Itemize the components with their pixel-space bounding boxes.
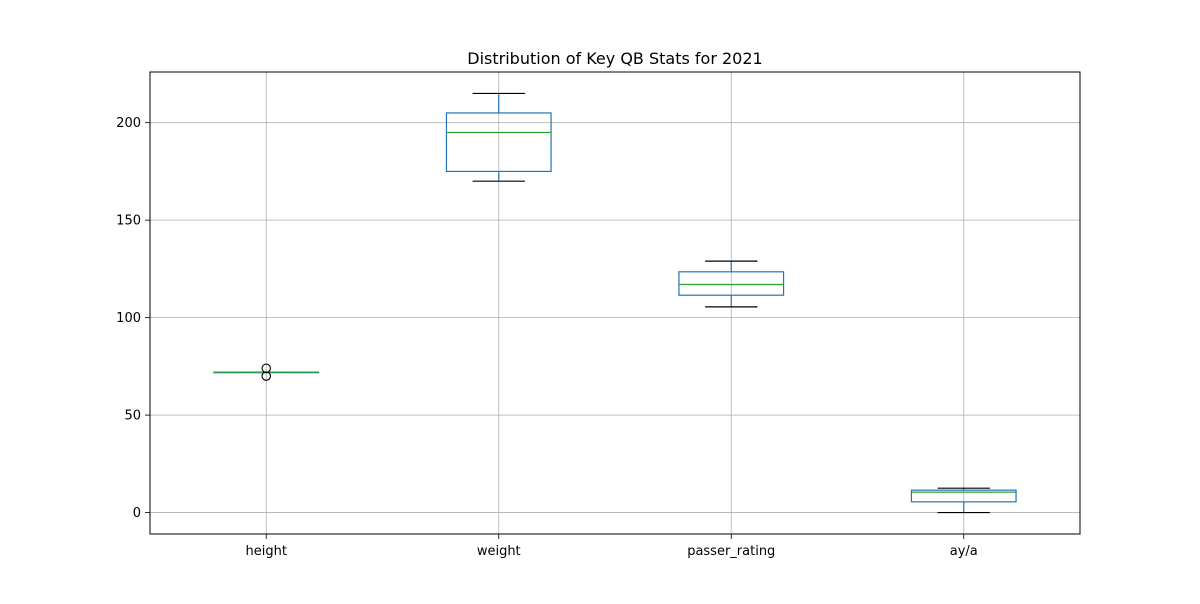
x-tick-label: height bbox=[246, 544, 287, 559]
x-tick-label: weight bbox=[477, 544, 521, 559]
chart-title: Distribution of Key QB Stats for 2021 bbox=[467, 49, 762, 68]
box-iqr bbox=[445, 112, 552, 173]
y-tick-label: 200 bbox=[116, 116, 141, 131]
box-iqr bbox=[678, 271, 785, 296]
outlier-point bbox=[261, 363, 271, 374]
plot-frame bbox=[149, 71, 1081, 535]
box-iqr bbox=[910, 489, 1017, 503]
outlier-point bbox=[261, 371, 271, 381]
y-tick-label: 0 bbox=[133, 506, 141, 521]
x-tick-label: ay/a bbox=[950, 544, 978, 559]
y-tick-label: 100 bbox=[116, 311, 141, 326]
grid-lines bbox=[150, 72, 1080, 534]
y-tick-label: 50 bbox=[124, 409, 141, 424]
box-plots bbox=[213, 92, 1017, 514]
y-tick-label: 150 bbox=[116, 214, 141, 229]
x-tick-label: passer_rating bbox=[687, 544, 775, 559]
axes: 0 50 100 150 200 height weight passer_rating ay/… bbox=[116, 71, 1081, 559]
